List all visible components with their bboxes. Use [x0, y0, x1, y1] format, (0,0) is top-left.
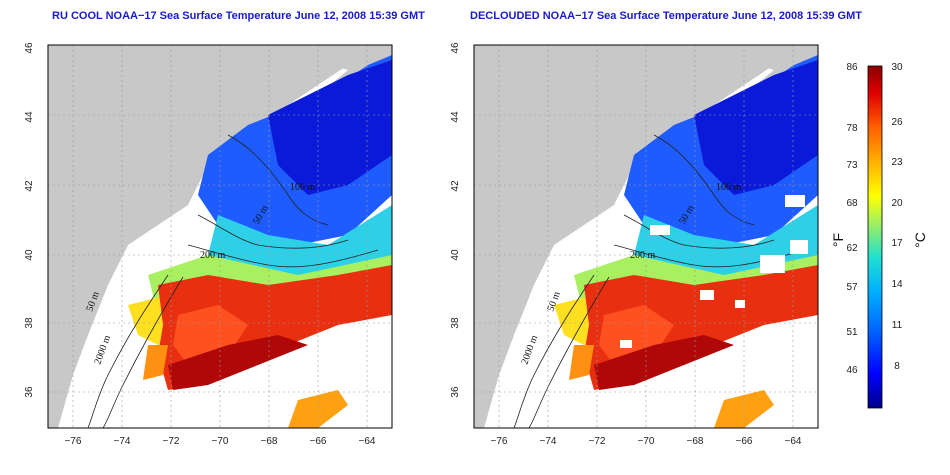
fahrenheit-unit-label: °F	[830, 233, 846, 247]
colorbar-f-ticks: 86 78 73 68 62 57 51 46	[846, 62, 858, 376]
colorbar-c-ticks: 30 26 23 20 17 14 11 8	[891, 62, 903, 372]
colorbar-gradient	[867, 65, 883, 409]
left-lon-axis: −76 −74 −72 −70 −68 −66 −64	[65, 436, 376, 447]
lat-tick: 46	[450, 42, 461, 54]
lat-tick: 36	[24, 386, 35, 398]
lat-tick: 38	[450, 317, 461, 329]
lon-tick: −76	[65, 436, 82, 447]
contour-label-100m: 100 m	[290, 182, 316, 193]
c-tick: 23	[891, 157, 903, 168]
right-lat-axis: 46 44 42 40 38 36	[450, 42, 461, 398]
left-map: 200 m 50 m 2000 m 100 m 50 m 46 44 42 40…	[24, 42, 393, 447]
f-tick: 73	[846, 160, 858, 171]
f-tick: 62	[846, 243, 858, 254]
right-lon-axis: −76 −74 −72 −70 −68 −66 −64	[491, 436, 802, 447]
lat-tick: 40	[450, 249, 461, 261]
c-tick: 17	[891, 238, 903, 249]
lon-tick: −70	[638, 436, 655, 447]
c-tick: 30	[891, 62, 903, 73]
f-tick: 51	[846, 327, 858, 338]
f-tick: 68	[846, 198, 858, 209]
lat-tick: 44	[24, 111, 35, 123]
lon-tick: −72	[163, 436, 180, 447]
c-tick: 26	[891, 117, 903, 128]
c-tick: 14	[891, 279, 903, 290]
lon-tick: −76	[491, 436, 508, 447]
contour-label-100m: 100 m	[716, 182, 742, 193]
lon-tick: −72	[589, 436, 606, 447]
lat-tick: 40	[24, 249, 35, 261]
lat-tick: 42	[450, 180, 461, 192]
lon-tick: −68	[261, 436, 278, 447]
lon-tick: −64	[359, 436, 376, 447]
f-tick: 57	[846, 282, 858, 293]
right-map-title: DECLOUDED NOAA−17 Sea Surface Temperatur…	[470, 10, 862, 22]
lat-tick: 46	[24, 42, 35, 54]
lat-tick: 38	[24, 317, 35, 329]
c-tick: 8	[894, 361, 900, 372]
lon-tick: −66	[310, 436, 327, 447]
lat-tick: 36	[450, 386, 461, 398]
left-lat-axis: 46 44 42 40 38 36	[24, 42, 35, 398]
c-tick: 11	[892, 320, 903, 331]
left-map-title: RU COOL NOAA−17 Sea Surface Temperature …	[52, 10, 425, 22]
lon-tick: −66	[736, 436, 753, 447]
lon-tick: −64	[785, 436, 802, 447]
contour-label-200m: 200 m	[200, 250, 226, 261]
lon-tick: −74	[114, 436, 131, 447]
f-tick: 78	[846, 123, 858, 134]
lon-tick: −70	[212, 436, 229, 447]
colorbar: 86 78 73 68 62 57 51 46 30 26 23 20 17 1…	[830, 62, 928, 409]
f-tick: 86	[846, 62, 858, 73]
contour-label-200m: 200 m	[630, 250, 656, 261]
celsius-unit-label: °C	[912, 232, 928, 248]
lat-tick: 42	[24, 180, 35, 192]
c-tick: 20	[891, 198, 903, 209]
lat-tick: 44	[450, 111, 461, 123]
lon-tick: −68	[687, 436, 704, 447]
f-tick: 46	[846, 365, 858, 376]
right-map: 200 m 50 m 2000 m 100 m 50 m 46 44 42 40…	[450, 42, 819, 447]
lon-tick: −74	[540, 436, 557, 447]
